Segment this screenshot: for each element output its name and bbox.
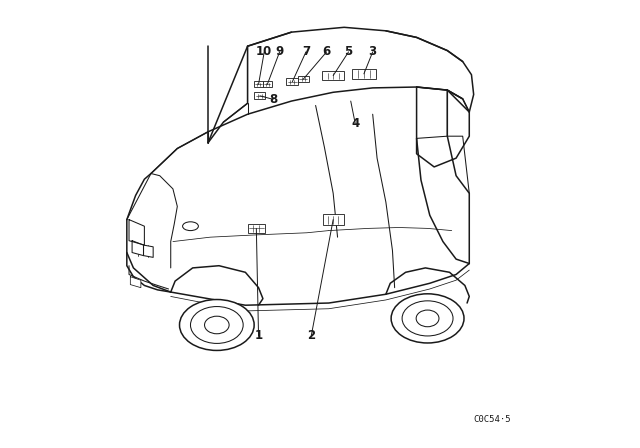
Ellipse shape bbox=[182, 222, 198, 231]
Text: 7: 7 bbox=[302, 45, 310, 58]
Bar bbox=[248, 224, 265, 233]
Bar bbox=[322, 71, 344, 80]
Text: 1: 1 bbox=[255, 329, 262, 342]
Text: 2: 2 bbox=[307, 329, 316, 342]
Bar bbox=[286, 78, 298, 85]
Ellipse shape bbox=[191, 306, 243, 344]
Text: 6: 6 bbox=[323, 45, 331, 58]
Text: 5: 5 bbox=[344, 45, 353, 58]
Polygon shape bbox=[129, 220, 145, 245]
Polygon shape bbox=[132, 241, 143, 256]
Bar bbox=[298, 76, 308, 82]
Text: 9: 9 bbox=[275, 45, 284, 58]
Bar bbox=[253, 81, 264, 87]
Text: 3: 3 bbox=[369, 45, 377, 58]
Bar bbox=[352, 69, 376, 79]
Bar bbox=[323, 214, 344, 225]
Bar bbox=[263, 81, 272, 87]
Polygon shape bbox=[131, 277, 141, 288]
Ellipse shape bbox=[402, 301, 453, 336]
Bar bbox=[254, 92, 266, 99]
Text: 4: 4 bbox=[351, 116, 359, 129]
Ellipse shape bbox=[391, 294, 464, 343]
Ellipse shape bbox=[179, 300, 254, 350]
Polygon shape bbox=[143, 245, 153, 257]
Text: 8: 8 bbox=[269, 93, 277, 106]
Text: C0C54·5: C0C54·5 bbox=[474, 415, 511, 424]
Text: 10: 10 bbox=[256, 45, 273, 58]
